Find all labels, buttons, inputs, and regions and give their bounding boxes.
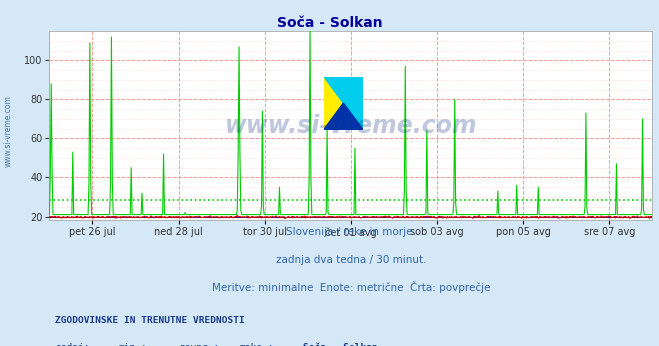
Text: www.si-vreme.com: www.si-vreme.com bbox=[225, 114, 477, 138]
Text: povpr.:: povpr.: bbox=[179, 343, 219, 346]
Text: sedaj:: sedaj: bbox=[55, 343, 90, 346]
Text: Meritve: minimalne  Enote: metrične  Črta: povprečje: Meritve: minimalne Enote: metrične Črta:… bbox=[212, 282, 490, 293]
Text: www.si-vreme.com: www.si-vreme.com bbox=[3, 95, 13, 167]
Text: maks.:: maks.: bbox=[239, 343, 274, 346]
Text: min.:: min.: bbox=[119, 343, 148, 346]
Text: Slovenija / reke in morje.: Slovenija / reke in morje. bbox=[286, 227, 416, 237]
Text: Soča - Solkan: Soča - Solkan bbox=[302, 343, 378, 346]
Text: Soča - Solkan: Soča - Solkan bbox=[277, 16, 382, 29]
Text: zadnja dva tedna / 30 minut.: zadnja dva tedna / 30 minut. bbox=[275, 255, 426, 265]
Text: ZGODOVINSKE IN TRENUTNE VREDNOSTI: ZGODOVINSKE IN TRENUTNE VREDNOSTI bbox=[55, 316, 245, 325]
